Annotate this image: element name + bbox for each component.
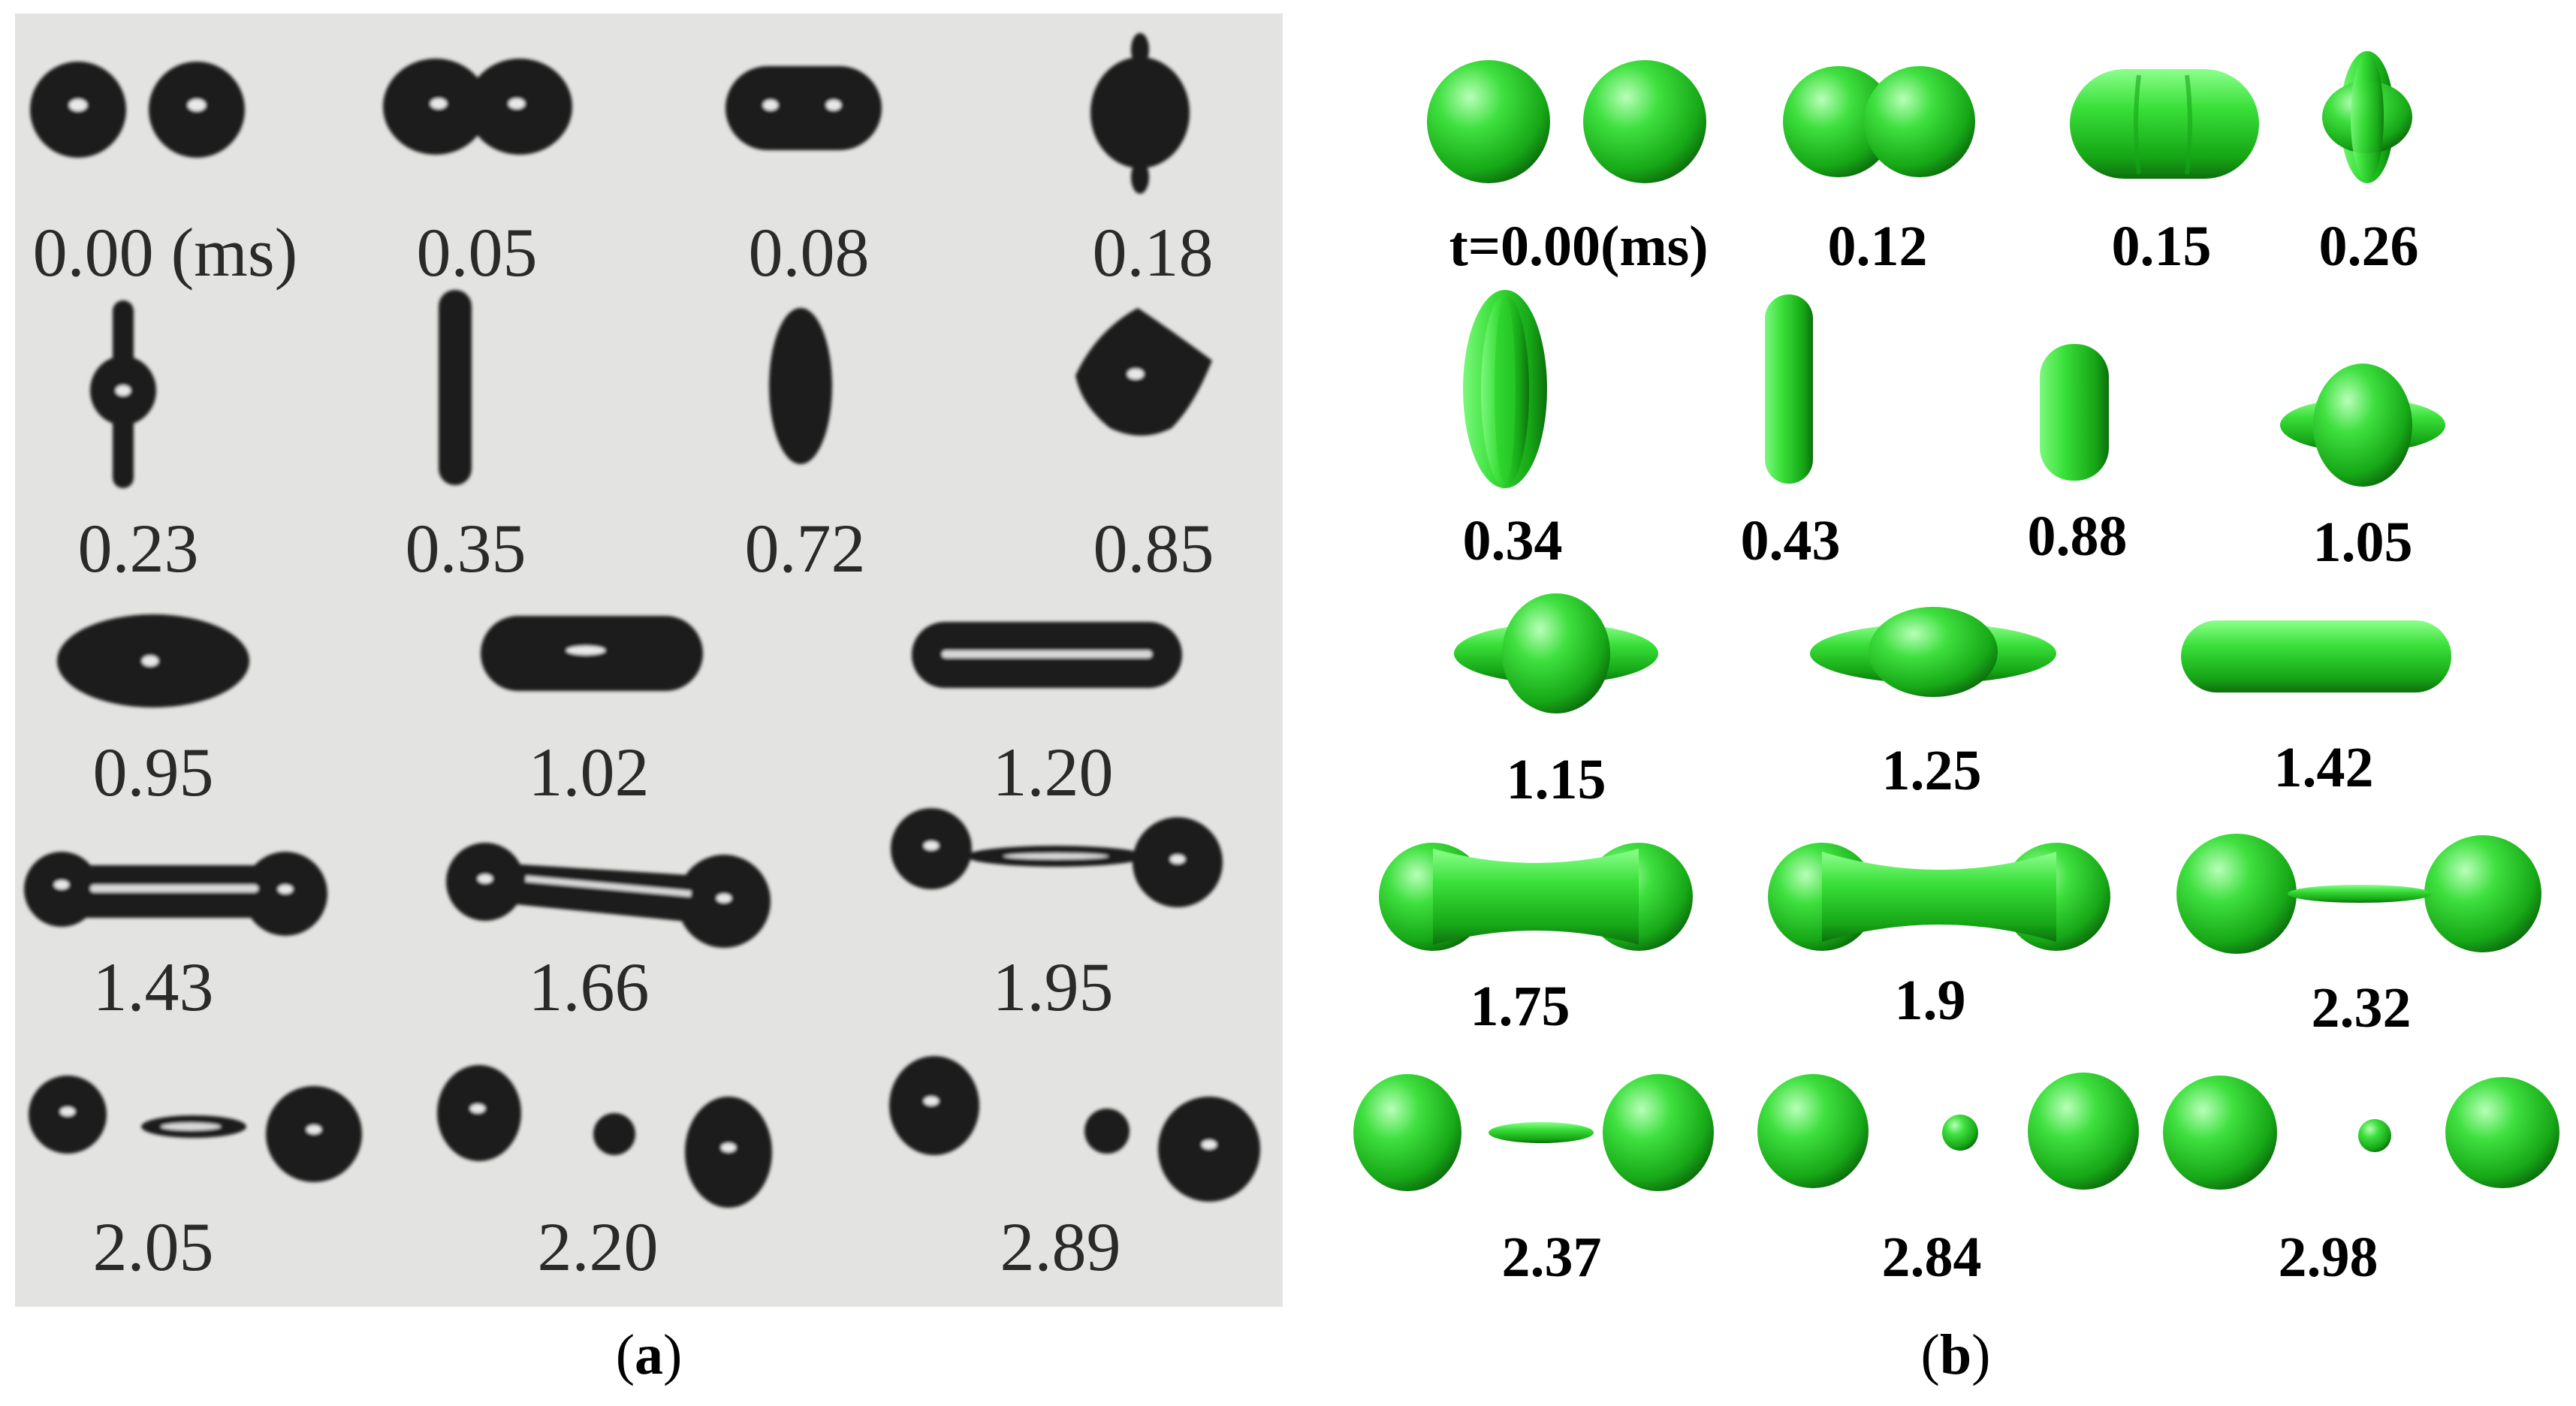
frame-label-a: 0.08	[748, 214, 870, 291]
droplet-a-0.05	[383, 59, 572, 155]
frame-label-b: 0.43	[1740, 509, 1841, 572]
droplet-a-1.43	[24, 852, 327, 936]
frame-label-b: 1.9	[1894, 969, 1966, 1032]
frame-label-b: 2.37	[1501, 1226, 1602, 1289]
frame-label-a: 1.02	[528, 734, 650, 810]
droplet-b-0.43	[1765, 294, 1813, 484]
droplet-b-0.88	[2040, 344, 2109, 481]
droplet-b-2.98	[2163, 1076, 2559, 1190]
frame-label-a: 1.66	[528, 949, 650, 1025]
droplet-b-1.25	[1810, 607, 2056, 697]
droplet-a-2.89	[889, 1056, 1260, 1202]
frame-label-a: 0.85	[1093, 510, 1214, 587]
droplet-b-0.00	[1427, 60, 1706, 183]
droplet-a-1.95	[891, 808, 1223, 907]
droplet-b-2.32	[2176, 834, 2541, 954]
droplet-b-1.9	[1768, 843, 2110, 951]
droplet-a-0.23	[90, 300, 156, 488]
frame-label-a: 0.00 (ms)	[32, 214, 298, 291]
droplet-b-1.05	[2280, 364, 2445, 487]
frame-label-a: 0.05	[416, 214, 538, 291]
frame-label-a: 0.72	[744, 510, 866, 587]
frame-label-a: 2.20	[537, 1208, 659, 1285]
frame-label-b: 0.88	[2027, 505, 2128, 568]
panel-b-droplets	[1353, 51, 2559, 1191]
frame-label-b: 1.75	[1470, 975, 1570, 1038]
droplet-b-1.15	[1454, 593, 1658, 714]
panel-a-droplets	[24, 33, 1260, 1208]
droplet-a-2.05	[29, 1076, 362, 1182]
droplet-b-0.12	[1783, 66, 1975, 177]
caption-a: (a)	[615, 1323, 683, 1386]
frame-label-b: 1.42	[2273, 736, 2374, 799]
droplet-b-1.75	[1379, 843, 1693, 951]
droplet-a-0.72	[769, 308, 832, 464]
droplet-a-1.20	[912, 622, 1182, 688]
frame-label-a: 0.23	[77, 510, 199, 587]
frame-label-b: 1.15	[1506, 748, 1606, 811]
frame-label-a: 0.95	[92, 734, 214, 810]
droplet-a-1.66	[446, 843, 771, 948]
frame-label-b: 1.05	[2312, 511, 2413, 574]
caption-b-letter: b	[1939, 1323, 1972, 1386]
frame-label-a: 1.43	[92, 949, 214, 1025]
frame-label-b: 0.12	[1827, 215, 1928, 278]
droplet-b-0.26	[2322, 51, 2412, 183]
frame-label-b: t=0.00(ms)	[1449, 215, 1709, 278]
frame-label-a: 0.35	[405, 510, 526, 587]
droplet-a-1.02	[481, 616, 703, 691]
droplet-b-2.37	[1353, 1074, 1714, 1191]
droplet-a-0.08	[725, 66, 882, 150]
droplet-b-1.42	[2181, 620, 2451, 692]
frame-label-b: 1.25	[1881, 739, 1982, 802]
frame-label-b: 0.15	[2111, 215, 2212, 278]
droplet-a-2.20	[437, 1065, 772, 1208]
frame-label-b: 0.26	[2318, 215, 2419, 278]
frame-label-b: 2.84	[1881, 1226, 1982, 1289]
droplet-b-0.15	[2070, 69, 2259, 179]
caption-a-letter: a	[635, 1323, 663, 1386]
frame-label-a: 2.05	[92, 1208, 214, 1285]
frame-label-a: 0.18	[1092, 214, 1214, 291]
droplet-a-0.18	[1090, 33, 1190, 194]
frame-label-a: 1.95	[992, 949, 1114, 1025]
droplet-b-2.84	[1757, 1073, 2139, 1190]
frame-label-b: 2.98	[2278, 1226, 2378, 1289]
frame-label-b: 2.32	[2311, 976, 2412, 1039]
frame-label-a: 1.20	[992, 734, 1114, 810]
frame-label-a: 2.89	[1000, 1208, 1121, 1285]
frame-label-b: 0.34	[1462, 509, 1563, 572]
droplet-b-0.34	[1463, 290, 1547, 488]
droplet-a-0.95	[57, 614, 249, 708]
caption-b: (b)	[1920, 1323, 1991, 1386]
droplet-a-0.85	[1075, 308, 1212, 436]
droplet-a-0.35	[439, 290, 472, 485]
droplet-a-0.00	[30, 62, 245, 158]
